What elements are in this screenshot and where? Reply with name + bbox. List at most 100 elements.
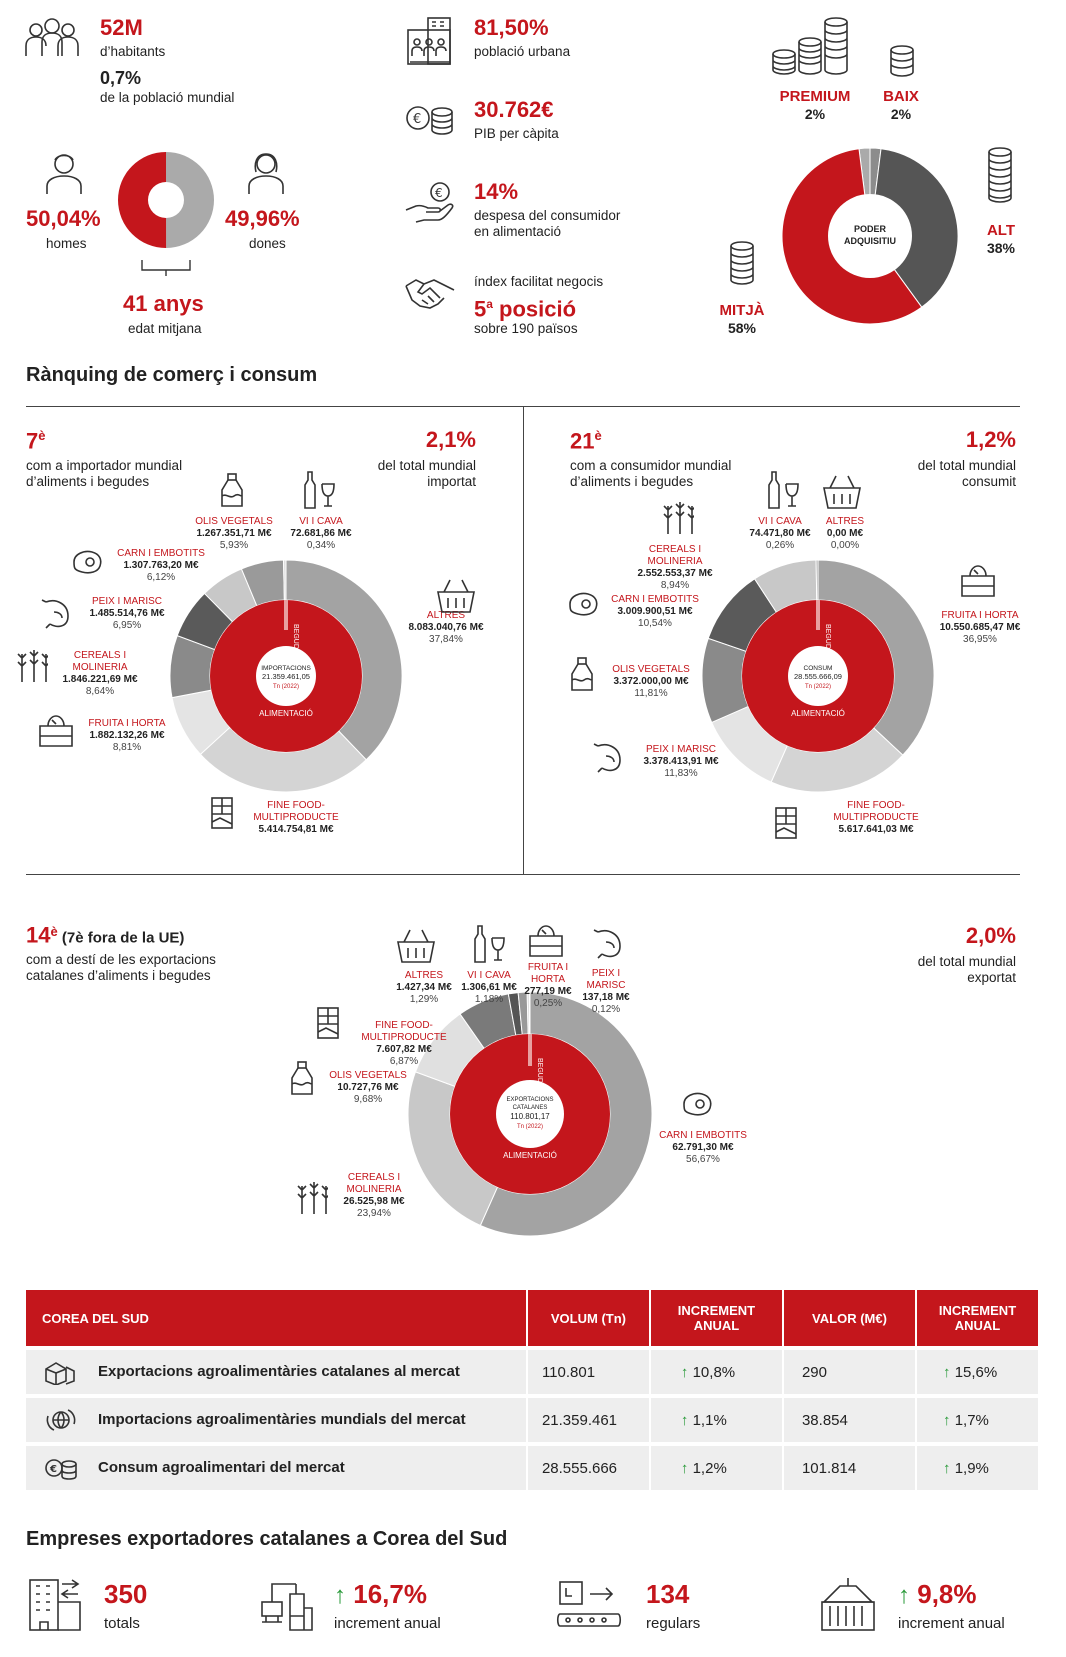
import-desc-1: com a importador mundial <box>26 458 183 473</box>
table-cell-value: 290 <box>781 1346 917 1396</box>
consume-olis-value: 3.372.000,00 M€ <box>613 676 689 687</box>
export-beverage-label: BEGUDES <box>536 1058 543 1093</box>
people-group-icon <box>25 18 79 56</box>
total-label: totals <box>104 1615 140 1632</box>
market-table: COREA DEL SUD VOLUM (Tn) INCREMENT ANUAL… <box>26 1290 1038 1490</box>
import-label-olis: OLIS VEGETALS 1.267.351,71 M€ 5,93% <box>184 516 284 552</box>
meat-icon <box>683 1092 712 1116</box>
chocolate-bar-icon <box>775 807 797 839</box>
import-altres-pct: 37,84% <box>429 634 463 645</box>
consume-rank-num: 21 <box>570 428 595 454</box>
vegetable-crate-icon <box>961 565 995 597</box>
export-label-carn: CARN I EMBOTITS 62.791,30 M€ 56,67% <box>648 1130 758 1166</box>
meat-icon <box>73 550 102 574</box>
consume-share-value: 1,2% <box>965 427 1016 452</box>
import-center-2: 21.359.461,05 <box>262 672 310 681</box>
consume-vi-pct: 0,26% <box>765 540 795 551</box>
shrimp-icon <box>41 599 69 629</box>
export-cereals-name: CEREALS I MOLINERIA <box>346 1172 402 1195</box>
consume-vi-value: 74.471,80 M€ <box>749 528 811 539</box>
consume-desc-2: d’aliments i begudes <box>570 474 694 489</box>
consume-rank: 21è <box>570 424 602 453</box>
chocolate-bar-icon <box>317 1007 339 1039</box>
import-food-label: ALIMENTACIÓ <box>259 709 313 718</box>
table-header-volume: VOLUM (Tn) <box>525 1290 650 1348</box>
export-olis-name: OLIS VEGETALS <box>329 1070 407 1081</box>
men-slice <box>118 152 167 248</box>
consume-altres-name: ALTRES <box>825 516 865 527</box>
import-fruita-pct: 8,81% <box>112 742 142 753</box>
chocolate-bar-icon <box>211 797 233 829</box>
row-label: Consum agroalimentari del mercat <box>98 1458 345 1476</box>
export-beverage-sliver <box>528 1034 532 1066</box>
basket-icon <box>823 475 861 509</box>
consume-label-altres: ALTRES 0,00 M€ 0,00% <box>810 516 880 552</box>
export-altres-value: 1.427,34 M€ <box>396 982 452 993</box>
table-row: Importacions agroalimentàries mundials d… <box>26 1394 1038 1444</box>
total-value: 350 <box>104 1579 148 1609</box>
business-rank-suffix: posició <box>492 296 577 322</box>
wheat-icon <box>663 502 694 534</box>
export-altres-name: ALTRES <box>404 970 444 981</box>
import-label-carn: CARN I EMBOTITS 1.307.763,20 M€ 6,12% <box>106 548 216 584</box>
export-share-1: del total mundial <box>917 954 1016 969</box>
import-share-1: del total mundial <box>377 458 476 473</box>
consume-peix-name: PEIX I MARISC <box>645 744 716 755</box>
import-finefood-name: FINE FOOD-MULTIPRODUCTE <box>253 800 339 823</box>
urban-value: 81,50% <box>474 15 549 40</box>
table-header-market: COREA DEL SUD <box>26 1290 527 1348</box>
consume-beverage-sliver <box>816 600 820 630</box>
consume-cereals-value: 2.552.553,37 M€ <box>637 568 713 579</box>
export-share-value: 2,0% <box>965 923 1016 948</box>
export-carn-value: 62.791,30 M€ <box>672 1142 734 1153</box>
import-carn-pct: 6,12% <box>146 572 176 583</box>
business-sub: sobre 190 països <box>474 321 578 336</box>
consume-peix-pct: 11,83% <box>664 768 698 779</box>
consume-cereals-pct: 8,94% <box>660 580 690 591</box>
import-cereals-pct: 8,64% <box>85 686 115 697</box>
city-population-icon <box>407 17 451 65</box>
age-label: edat mitjana <box>128 321 202 336</box>
meat-icon <box>569 592 598 616</box>
total-inc-label: increment anual <box>334 1615 441 1632</box>
export-center-2: CATALANES <box>513 1105 548 1111</box>
mitja-label: MITJÀ <box>719 302 765 319</box>
export-label-finefood: FINE FOOD-MULTIPRODUCTE 7.607,82 M€ 6,87… <box>346 1020 462 1068</box>
import-olis-pct: 5,93% <box>219 540 249 551</box>
wine-bottle-glass-icon <box>768 471 799 509</box>
consume-altres-value: 0,00 M€ <box>826 528 864 539</box>
import-rank-num: 7 <box>26 428 39 454</box>
baix-label: BAIX <box>883 88 919 105</box>
export-rank: 14è (7è fora de la UE) <box>26 920 184 947</box>
women-label: dones <box>249 236 286 251</box>
urban-label: població urbana <box>474 44 571 59</box>
shrimp-icon <box>593 743 621 773</box>
oil-bottle-icon <box>571 657 593 691</box>
import-peix-value: 1.485.514,76 M€ <box>89 608 165 619</box>
consume-desc-1: com a consumidor mundial <box>570 458 732 473</box>
gdp-label: PIB per càpita <box>474 126 559 141</box>
hand-euro-icon: € <box>405 182 454 223</box>
regular-label: regulars <box>646 1615 701 1632</box>
import-beverage-sliver <box>284 600 288 630</box>
import-finefood-value: 5.414.754,81 M€ <box>258 824 334 835</box>
import-label-vi: VI I CAVA 72.681,86 M€ 0,34% <box>276 516 366 552</box>
wine-bottle-glass-icon <box>474 925 505 963</box>
alt-label: ALT <box>986 222 1016 239</box>
table-cell-label: € Consum agroalimentari del mercat <box>26 1442 527 1490</box>
val-inc-value: 1,9% <box>954 1459 989 1477</box>
export-center-hole <box>496 1080 564 1148</box>
export-rank-sup: è <box>50 924 58 939</box>
val-inc-value: 1,7% <box>954 1411 989 1429</box>
business-rank-sup: a <box>486 297 493 311</box>
arrow-up-icon: ↑ <box>680 1363 689 1381</box>
companies-title: Empreses exportadores catalanes a Corea … <box>26 1528 508 1550</box>
table-cell-volume: 110.801 <box>525 1346 650 1396</box>
row-label: Exportacions agroalimentàries catalanes … <box>98 1362 460 1380</box>
world-share-label: de la població mundial <box>100 90 235 105</box>
export-cereals-value: 26.525,98 M€ <box>343 1196 405 1207</box>
table-row: Exportacions agroalimentàries catalanes … <box>26 1346 1038 1396</box>
table-cell-label: Importacions agroalimentàries mundials d… <box>26 1394 527 1444</box>
consume-label-fruita: FRUITA I HORTA 10.550.685,47 M€ 36,95% <box>930 610 1030 646</box>
export-rank-note: (7è fora de la UE) <box>57 929 185 947</box>
